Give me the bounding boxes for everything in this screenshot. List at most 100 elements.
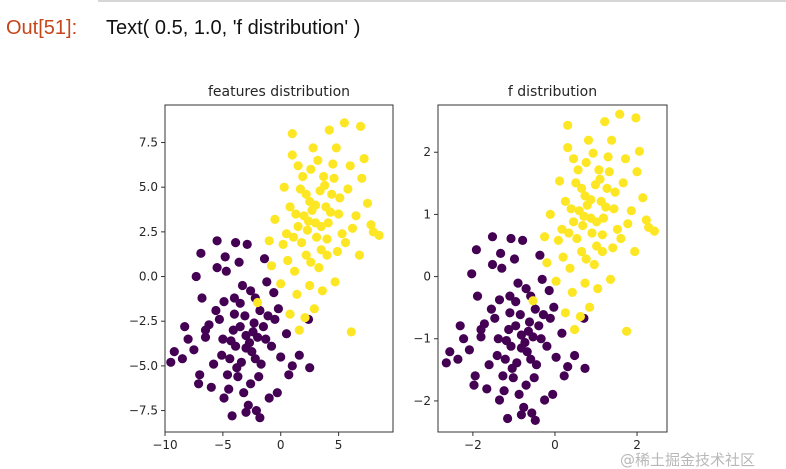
point-class0 [521,284,531,294]
point-class0 [484,360,494,370]
point-class0 [563,362,573,372]
point-class1 [346,327,356,337]
point-class0 [453,354,463,364]
point-class0 [195,370,205,380]
point-class0 [542,341,552,351]
point-class0 [506,233,516,244]
point-class1 [558,252,568,262]
point-class0 [169,347,179,357]
point-class0 [537,274,547,284]
point-class1 [600,117,610,127]
point-class1 [551,276,561,286]
point-class0 [514,389,524,399]
point-class0 [180,322,190,332]
point-class0 [183,334,193,344]
point-class0 [225,354,235,364]
point-class0 [266,341,277,351]
chart-title: f distribution [508,84,597,100]
x-tick-label: 2 [633,438,641,452]
y-tick-label: −5.0 [129,359,158,373]
point-class1 [314,263,324,273]
point-class0 [222,370,233,380]
point-class1 [553,235,564,245]
point-class0 [241,407,251,417]
point-class1 [313,155,323,165]
y-tick-label: 0 [423,270,431,284]
point-class0 [239,388,249,398]
point-class1 [572,233,582,244]
point-class1 [324,125,334,135]
point-class0 [241,343,251,353]
point-class0 [504,324,514,335]
point-class0 [255,305,265,316]
point-class1 [270,214,280,224]
point-class1 [579,211,589,221]
point-class1 [581,157,591,168]
point-class1 [610,187,620,197]
point-class1 [266,261,277,271]
point-class0 [166,357,176,367]
point-class1 [287,129,297,139]
point-class0 [496,248,506,258]
point-class1 [597,230,608,240]
point-class1 [339,118,349,128]
point-class1 [327,189,337,199]
point-class0 [503,413,513,424]
point-class1 [293,221,303,232]
y-tick-label: −2 [413,394,431,408]
point-class1 [592,241,602,251]
point-class1 [310,200,321,210]
y-tick-label: −1 [413,332,431,346]
point-class0 [294,350,304,360]
point-class1 [563,120,573,130]
point-class0 [214,314,224,324]
point-class1 [356,121,366,131]
point-class0 [515,310,525,320]
point-class1 [312,232,322,242]
point-class0 [487,232,498,242]
point-class0 [281,329,292,339]
y-tick-label: 5.0 [139,180,158,194]
point-class0 [251,406,261,416]
point-class1 [347,223,358,233]
point-class1 [616,233,626,244]
point-class1 [285,309,295,319]
point-class0 [219,297,229,307]
point-class0 [305,363,315,373]
point-class0 [236,357,246,367]
point-class0 [544,285,554,296]
x-tick-label: 0 [277,438,285,452]
point-class1 [597,246,608,257]
x-tick-label: 0 [551,438,559,452]
point-class0 [241,330,251,341]
point-class0 [263,311,273,321]
point-class0 [197,293,207,303]
point-class1 [309,304,319,314]
point-class1 [586,195,596,205]
point-class1 [626,206,636,216]
point-class1 [605,274,616,284]
point-class1 [293,161,303,171]
point-class1 [557,224,567,234]
point-class0 [508,373,518,383]
point-class0 [505,291,515,301]
point-class0 [250,354,260,364]
point-class1 [334,209,344,219]
point-class0 [191,271,201,282]
point-class0 [526,354,536,364]
point-class1 [328,159,338,169]
point-class1 [290,266,300,276]
point-class0 [240,311,250,321]
point-class0 [235,322,245,332]
point-class1 [649,226,660,236]
point-class0 [287,361,297,371]
point-class1 [323,218,333,228]
point-class0 [248,327,258,337]
point-class0 [243,400,253,410]
point-class1 [594,165,604,175]
point-class0 [570,350,580,361]
point-class0 [229,293,239,303]
point-class1 [567,287,577,297]
point-class0 [470,371,480,381]
point-class0 [464,345,474,355]
